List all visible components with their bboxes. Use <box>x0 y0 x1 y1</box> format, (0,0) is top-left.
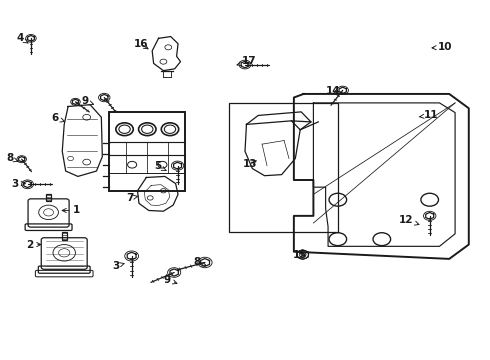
Text: 9: 9 <box>163 275 177 285</box>
Text: 8: 8 <box>194 257 206 267</box>
Text: 5: 5 <box>154 161 166 171</box>
Text: 8: 8 <box>7 153 18 163</box>
Text: 3: 3 <box>12 179 25 189</box>
Text: 4: 4 <box>17 33 28 43</box>
Text: 7: 7 <box>126 193 138 203</box>
Text: 2: 2 <box>26 239 41 249</box>
Text: 3: 3 <box>112 261 124 271</box>
Bar <box>62 232 67 240</box>
Text: 11: 11 <box>419 111 438 121</box>
Bar <box>109 112 185 191</box>
Text: 17: 17 <box>237 56 256 66</box>
Text: 15: 15 <box>293 250 307 260</box>
Bar <box>229 103 338 232</box>
Text: 14: 14 <box>326 86 340 96</box>
Text: 10: 10 <box>432 42 453 52</box>
Text: 16: 16 <box>134 40 148 49</box>
Text: 6: 6 <box>52 113 65 123</box>
Text: 12: 12 <box>399 215 419 225</box>
Text: 1: 1 <box>62 206 80 216</box>
Text: 13: 13 <box>243 159 257 169</box>
Text: 9: 9 <box>81 96 94 106</box>
Bar <box>47 194 50 201</box>
